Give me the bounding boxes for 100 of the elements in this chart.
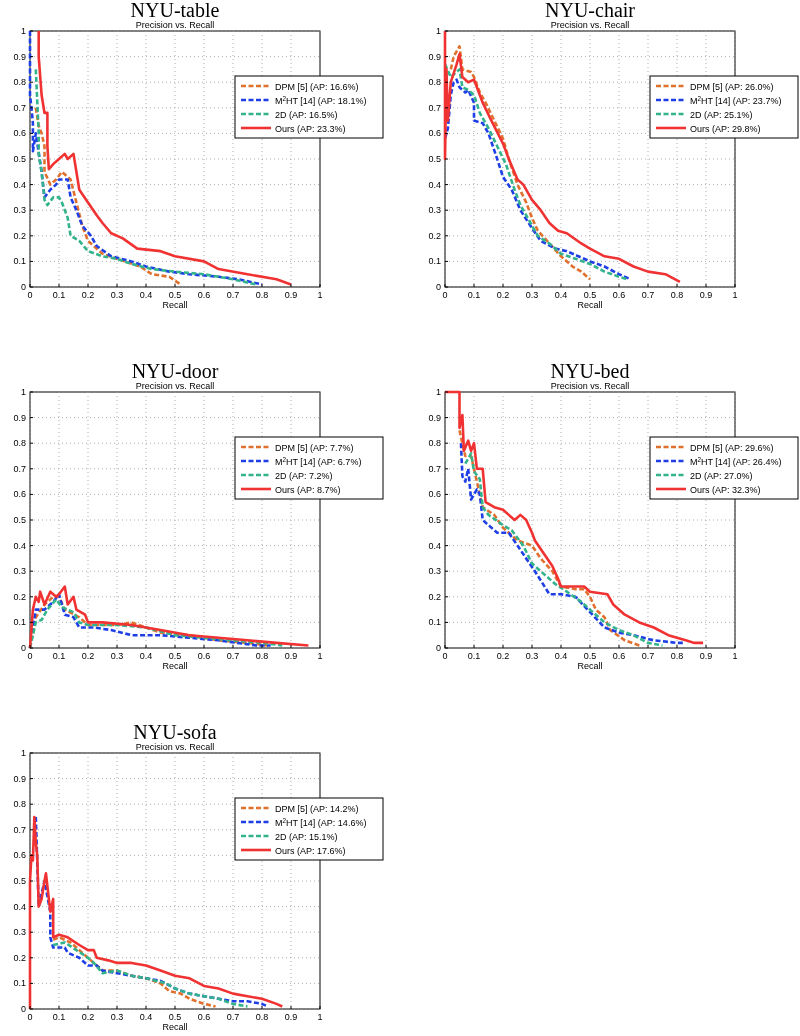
- x-tick-label: 0.4: [139, 290, 153, 300]
- x-tick-label: 0.7: [226, 651, 240, 661]
- y-tick-label: 0.4: [13, 901, 26, 912]
- legend-label: M$^{2}$HT [14] (AP: 23.7%): [690, 94, 782, 106]
- x-tick-label: 0.8: [255, 1012, 269, 1022]
- legend-label: DPM [5] (AP: 29.6%): [690, 442, 774, 453]
- y-tick-label: 0.9: [13, 773, 26, 784]
- chart-subtitle: Precision vs. Recall: [550, 20, 630, 30]
- legend-label: DPM [5] (AP: 14.2%): [275, 803, 359, 814]
- y-tick-label: 1: [435, 26, 441, 36]
- y-tick-label: 0.9: [428, 51, 441, 62]
- y-tick-label: 0.2: [428, 591, 441, 602]
- y-tick-label: 0.3: [13, 927, 26, 938]
- y-tick-label: 0.6: [13, 128, 26, 139]
- chart-title: NYU-sofa: [133, 721, 217, 743]
- x-tick-label: 1: [732, 290, 738, 300]
- legend-label: M$^{2}$HT [14] (AP: 26.4%): [690, 455, 782, 467]
- x-tick-label: 0.3: [525, 651, 539, 661]
- y-tick-label: 0.6: [428, 128, 441, 139]
- line-series: [51, 941, 249, 1008]
- chart-subtitle: Precision vs. Recall: [135, 742, 215, 752]
- x-tick-label: 0.9: [284, 1012, 298, 1022]
- x-tick-label: 1: [317, 651, 323, 661]
- y-tick-label: 0.3: [13, 205, 26, 216]
- chart-title: NYU-chair: [545, 0, 636, 21]
- x-tick-label: 0.2: [496, 651, 510, 661]
- chart-subtitle: Precision vs. Recall: [135, 381, 215, 391]
- x-tick-label: 0: [27, 1012, 33, 1022]
- y-tick-label: 0: [20, 1004, 26, 1014]
- x-axis-title: Recall: [577, 300, 603, 310]
- y-tick-label: 0.8: [13, 77, 26, 88]
- y-tick-label: 0.1: [13, 256, 26, 267]
- y-tick-label: 0.6: [13, 489, 26, 500]
- y-tick-label: 1: [20, 748, 26, 758]
- legend-label: Ours (AP: 8.7%): [275, 484, 341, 495]
- x-tick-label: 0.5: [168, 1012, 182, 1022]
- y-tick-label: 0.6: [13, 850, 26, 861]
- y-tick-label: 0.2: [13, 591, 26, 602]
- y-tick-label: 1: [435, 387, 441, 397]
- y-tick-label: 0.7: [428, 102, 441, 113]
- x-tick-label: 0.7: [226, 290, 240, 300]
- x-tick-label: 0.4: [554, 290, 568, 300]
- legend-label: 2D (AP: 16.5%): [275, 109, 338, 120]
- x-tick-label: 0.1: [52, 1012, 66, 1022]
- y-tick-label: 0.8: [13, 799, 26, 810]
- y-tick-label: 0.5: [13, 154, 26, 164]
- y-tick-label: 0.4: [428, 179, 441, 190]
- x-tick-label: 0.3: [110, 290, 124, 300]
- line-series: [443, 29, 682, 284]
- line-series: [51, 936, 217, 1008]
- y-tick-label: 0.9: [13, 412, 26, 423]
- legend-label: 2D (AP: 15.1%): [275, 831, 338, 842]
- y-tick-label: 0.1: [13, 617, 26, 628]
- y-tick-label: 0.8: [428, 77, 441, 88]
- x-tick-label: 0.4: [554, 651, 568, 661]
- x-tick-label: 0.6: [197, 290, 211, 300]
- x-tick-label: 0.1: [52, 290, 66, 300]
- y-tick-label: 0.9: [428, 412, 441, 423]
- x-tick-label: 0.6: [612, 290, 626, 300]
- y-tick-label: 0.3: [428, 205, 441, 216]
- legend-label: 2D (AP: 7.2%): [275, 470, 333, 481]
- x-tick-label: 0.2: [81, 1012, 95, 1022]
- y-tick-label: 0: [435, 643, 441, 653]
- legend-label: 2D (AP: 25.1%): [690, 109, 753, 120]
- y-tick-label: 0.4: [13, 540, 26, 551]
- x-tick-label: 0.5: [583, 290, 597, 300]
- line-series: [34, 68, 258, 286]
- legend-label: DPM [5] (AP: 16.6%): [275, 81, 359, 92]
- line-series: [459, 441, 685, 645]
- x-tick-label: 0.1: [467, 651, 481, 661]
- y-tick-label: 0.6: [428, 489, 441, 500]
- y-tick-label: 0.8: [13, 438, 26, 449]
- y-tick-label: 0.8: [428, 438, 441, 449]
- line-series: [458, 429, 641, 647]
- x-tick-label: 0.5: [168, 290, 182, 300]
- y-tick-label: 0: [435, 282, 441, 292]
- y-tick-label: 0.1: [428, 617, 441, 628]
- x-tick-label: 0.5: [583, 651, 597, 661]
- x-tick-label: 0.4: [139, 1012, 153, 1022]
- y-tick-label: 0: [20, 643, 26, 653]
- legend-label: 2D (AP: 27.0%): [690, 470, 753, 481]
- x-tick-label: 0.8: [255, 651, 269, 661]
- y-tick-label: 0.5: [428, 515, 441, 525]
- x-tick-label: 0: [442, 651, 448, 661]
- x-tick-label: 0.2: [81, 290, 95, 300]
- x-tick-label: 0.9: [699, 290, 713, 300]
- y-tick-label: 0.2: [13, 230, 26, 241]
- y-tick-label: 1: [20, 26, 26, 36]
- x-tick-label: 0.9: [699, 651, 713, 661]
- y-tick-label: 0.3: [428, 566, 441, 577]
- x-axis-title: Recall: [577, 661, 603, 671]
- x-tick-label: 0.7: [641, 290, 655, 300]
- line-series: [449, 45, 592, 281]
- x-tick-label: 0.7: [641, 651, 655, 661]
- x-tick-label: 0: [442, 290, 448, 300]
- x-tick-label: 0.3: [110, 651, 124, 661]
- legend-label: Ours (AP: 23.3%): [275, 123, 346, 134]
- legend-label: Ours (AP: 17.6%): [275, 845, 346, 856]
- legend-label: DPM [5] (AP: 26.0%): [690, 81, 774, 92]
- x-tick-label: 0.8: [670, 651, 684, 661]
